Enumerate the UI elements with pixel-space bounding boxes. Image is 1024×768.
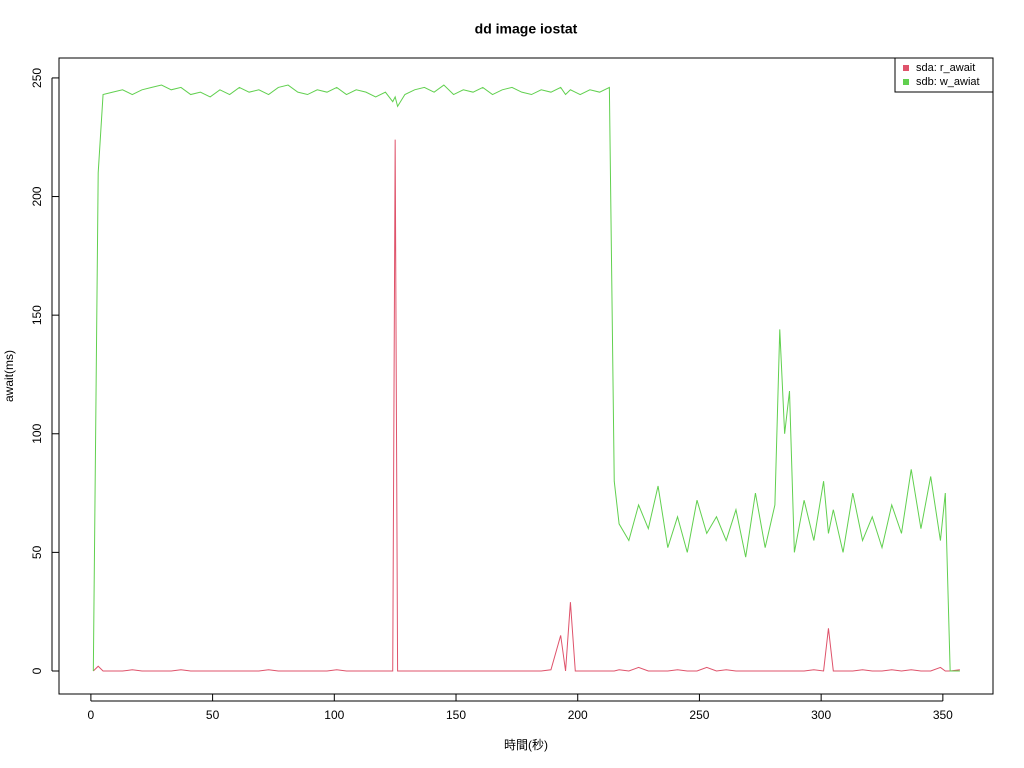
x-tick-label: 350 — [933, 708, 953, 722]
y-tick-label: 150 — [30, 305, 44, 325]
chart-title: dd image iostat — [475, 21, 578, 37]
y-tick-label: 0 — [30, 667, 44, 674]
x-axis-label: 時間(秒) — [504, 738, 548, 752]
data-line — [92, 84, 960, 672]
x-tick-label: 300 — [811, 708, 831, 722]
y-tick-label: 250 — [30, 68, 44, 88]
legend-box — [894, 57, 994, 93]
legend-label: sdb: w_awiat — [916, 76, 980, 88]
legend-label: sda: r_await — [916, 62, 975, 74]
plot-frame — [58, 57, 994, 695]
x-tick-label: 150 — [446, 708, 466, 722]
y-axis-label: await(ms) — [2, 350, 16, 402]
y-tick-label: 100 — [30, 423, 44, 443]
x-tick-label: 100 — [324, 708, 344, 722]
x-tick-label: 250 — [689, 708, 709, 722]
x-tick-label: 0 — [88, 708, 95, 722]
x-tick-label: 200 — [568, 708, 588, 722]
legend-swatch — [903, 65, 909, 71]
x-tick-label: 50 — [206, 708, 220, 722]
y-tick-label: 50 — [30, 545, 44, 559]
data-line — [92, 139, 960, 672]
y-tick-label: 200 — [30, 186, 44, 206]
legend-swatch — [903, 79, 909, 85]
